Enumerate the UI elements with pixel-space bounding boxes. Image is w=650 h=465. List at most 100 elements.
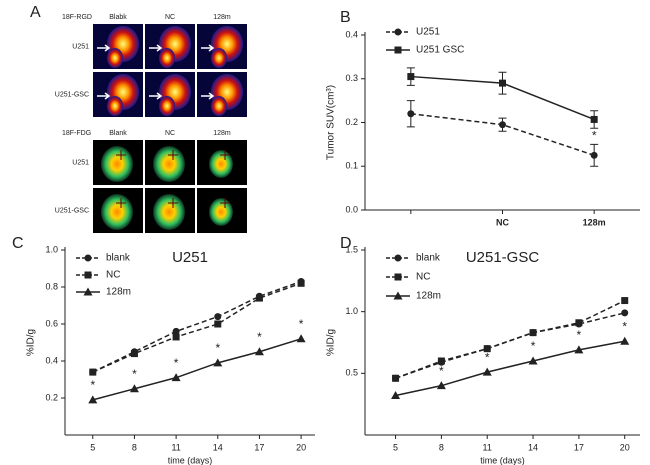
column-label: Blank xyxy=(109,130,127,137)
x-tick-label: 14 xyxy=(528,442,538,452)
data-point xyxy=(483,345,491,353)
cross xyxy=(116,198,126,208)
series-line xyxy=(395,299,626,379)
x-axis-label: time (days) xyxy=(480,455,525,465)
data-point xyxy=(590,115,598,123)
data-point xyxy=(172,333,180,341)
data-point xyxy=(499,121,506,129)
panel-label: B xyxy=(340,9,351,26)
uptake xyxy=(209,198,233,226)
y-tick-label: 1.0 xyxy=(45,244,58,254)
significance-mark: * xyxy=(215,341,220,355)
significance-mark: * xyxy=(439,364,444,378)
data-point xyxy=(254,347,264,356)
data-point xyxy=(255,294,263,302)
data-point xyxy=(391,391,401,400)
column-label: 128m xyxy=(213,130,231,137)
significance-mark: * xyxy=(531,339,536,353)
x-tick-label: 17 xyxy=(254,442,264,452)
x-tick-label: 11 xyxy=(483,442,492,452)
legend-label: blank xyxy=(106,253,131,264)
x-tick-label: 8 xyxy=(132,442,137,452)
arrow xyxy=(97,44,111,52)
legend-marker xyxy=(394,273,402,281)
data-point xyxy=(172,327,180,335)
data-point xyxy=(297,279,305,287)
data-point xyxy=(436,381,446,390)
legend-marker xyxy=(84,254,92,262)
legend-label: 128m xyxy=(416,291,441,302)
column-label: Blabk xyxy=(109,14,127,21)
legend-label: blank xyxy=(416,253,441,264)
y-tick-label: 1.0 xyxy=(345,306,358,316)
series-line xyxy=(395,312,625,379)
x-axis-label: time (days) xyxy=(168,455,213,465)
legend-marker xyxy=(394,28,402,36)
data-point xyxy=(590,151,598,159)
uptake xyxy=(101,146,133,182)
y-tick-label: 1.5 xyxy=(345,244,358,254)
data-point xyxy=(529,329,537,337)
y-tick-label: 0.3 xyxy=(345,73,358,83)
uptake xyxy=(211,48,227,68)
data-point xyxy=(392,374,400,382)
series-line xyxy=(92,338,302,401)
y-tick-label: 0.0 xyxy=(345,204,358,214)
x-tick-label: 128m xyxy=(583,217,606,227)
row-label: U251-GSC xyxy=(55,207,89,214)
y-tick-label: 0.2 xyxy=(45,392,58,402)
data-point xyxy=(621,297,629,305)
x-tick-label: 17 xyxy=(574,442,584,452)
y-tick-label: 0.2 xyxy=(345,117,358,127)
y-tick-label: 0.8 xyxy=(45,281,58,291)
arrow xyxy=(149,44,163,52)
x-tick-label: 5 xyxy=(90,442,95,452)
cross xyxy=(220,150,230,160)
cross xyxy=(168,150,178,160)
data-point xyxy=(214,320,222,328)
legend-marker xyxy=(393,291,403,300)
legend-label: NC xyxy=(106,270,120,281)
legend-marker xyxy=(394,254,402,262)
legend-marker xyxy=(394,46,402,54)
series-line xyxy=(92,280,302,373)
column-label: 128m xyxy=(213,14,231,21)
legend-label: U251 xyxy=(416,27,440,38)
y-axis-label: %ID/g xyxy=(326,329,337,356)
data-point xyxy=(214,313,222,321)
arrow xyxy=(201,44,215,52)
data-point xyxy=(575,319,583,327)
significance-mark: * xyxy=(174,356,179,370)
cross xyxy=(220,198,230,208)
panel-label: D xyxy=(340,235,352,252)
cross xyxy=(168,198,178,208)
data-point xyxy=(171,373,181,382)
data-point xyxy=(620,336,630,345)
data-point xyxy=(482,367,492,376)
row-label: U251-GSC xyxy=(55,91,89,98)
tracer-label: 18F-RGD xyxy=(62,14,92,21)
x-tick-label: 14 xyxy=(213,442,223,452)
uptake xyxy=(211,96,227,116)
uptake xyxy=(107,48,123,68)
significance-mark: * xyxy=(90,378,95,392)
y-axis-label: %ID/g xyxy=(26,329,37,356)
uptake xyxy=(159,96,175,116)
uptake xyxy=(153,146,185,182)
x-tick-label: 5 xyxy=(393,442,398,452)
panel-label: A xyxy=(30,4,41,21)
column-label: NC xyxy=(165,130,175,137)
x-tick-label: 20 xyxy=(620,442,630,452)
uptake xyxy=(107,96,123,116)
data-point xyxy=(296,334,306,343)
y-tick-label: 0.1 xyxy=(345,161,358,171)
significance-mark: * xyxy=(257,330,262,344)
data-point xyxy=(89,368,97,376)
cross xyxy=(116,150,126,160)
row-label: U251 xyxy=(72,43,89,50)
x-tick-label: NC xyxy=(496,217,509,227)
y-tick-label: 0.6 xyxy=(45,318,58,328)
panel-label: C xyxy=(12,235,24,252)
uptake xyxy=(101,194,133,230)
